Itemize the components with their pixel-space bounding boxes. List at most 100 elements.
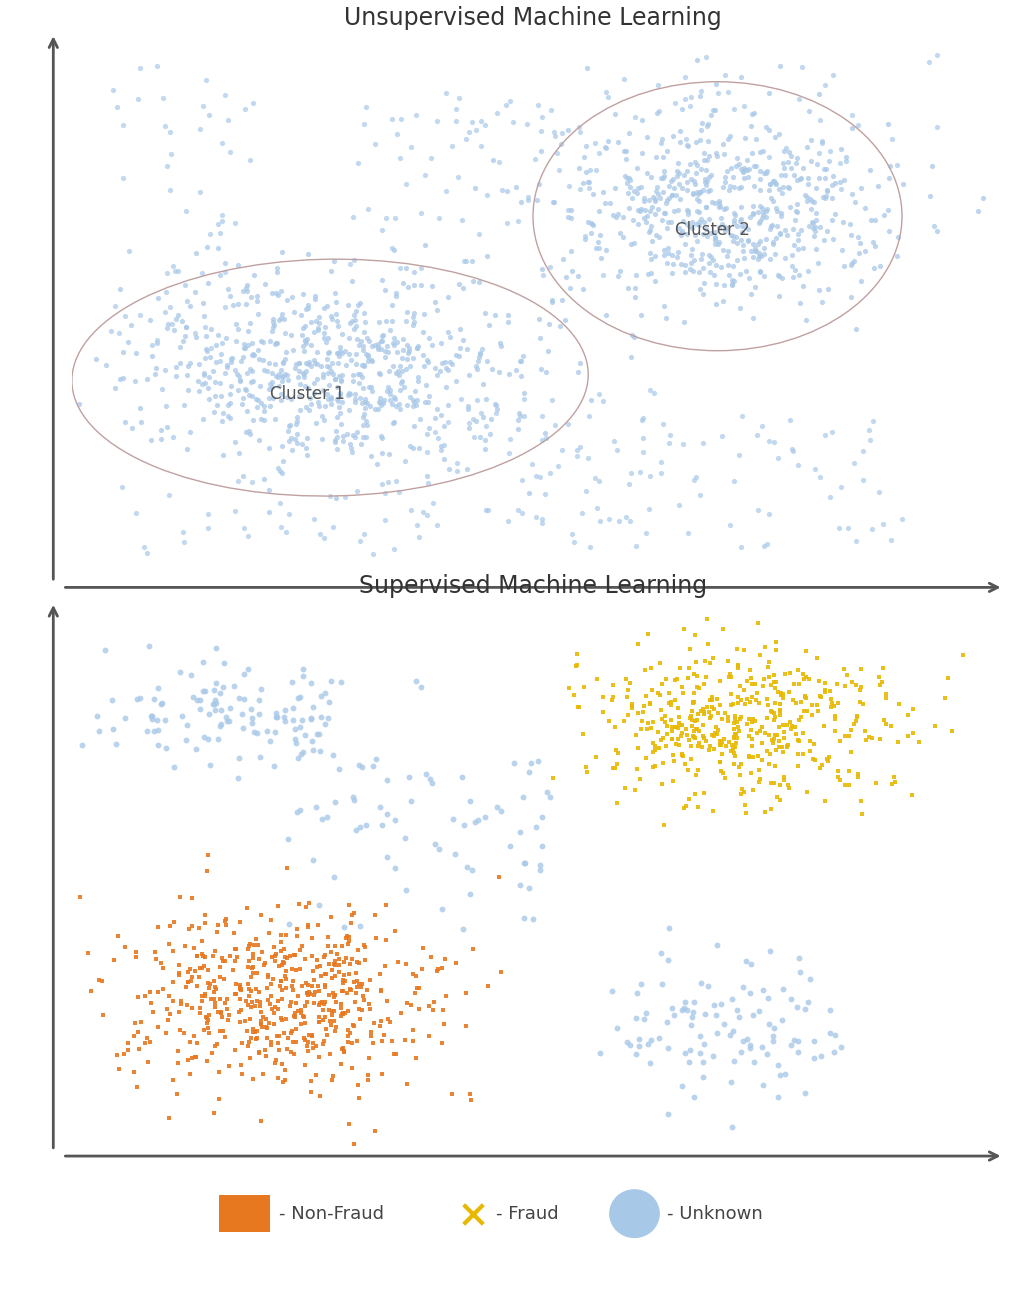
Point — [239, 280, 255, 301]
Point — [480, 975, 496, 996]
Point — [333, 993, 350, 1014]
Point — [294, 317, 311, 338]
Point — [214, 444, 231, 464]
Point — [337, 970, 354, 991]
Point — [270, 1068, 286, 1089]
Point — [637, 659, 653, 680]
Point — [269, 258, 285, 279]
Point — [929, 116, 945, 137]
Point — [682, 708, 698, 729]
Point — [325, 1001, 341, 1022]
Point — [139, 543, 156, 564]
Point — [277, 711, 293, 731]
Point — [791, 264, 808, 285]
Point — [234, 703, 250, 724]
Point — [306, 285, 323, 306]
Point — [904, 784, 920, 805]
Point — [748, 241, 765, 262]
Point — [429, 428, 446, 449]
Point — [230, 255, 246, 276]
Point — [527, 148, 543, 169]
Point — [334, 1037, 351, 1058]
Point — [643, 215, 659, 236]
Point — [853, 791, 869, 811]
Point — [539, 782, 556, 802]
Point — [115, 168, 131, 188]
Point — [295, 1028, 312, 1049]
Point — [363, 446, 379, 467]
Point — [249, 290, 265, 311]
Point — [299, 984, 316, 1005]
Point — [746, 175, 763, 196]
Point — [138, 721, 155, 742]
Point — [669, 668, 686, 689]
Point — [450, 166, 466, 187]
Point — [739, 689, 755, 710]
Point — [200, 845, 216, 866]
Point — [244, 713, 260, 734]
Point — [783, 439, 800, 459]
Point — [580, 406, 597, 427]
Point — [627, 1044, 644, 1064]
Point — [321, 342, 337, 362]
Point — [220, 1055, 237, 1076]
Point — [718, 197, 734, 218]
Point — [305, 383, 322, 404]
Point — [853, 177, 869, 197]
Point — [832, 172, 849, 192]
Point — [776, 219, 792, 240]
Point — [785, 219, 802, 240]
Point — [773, 682, 789, 703]
Point — [781, 178, 797, 199]
Point — [130, 987, 147, 1007]
Point — [673, 178, 690, 199]
Point — [671, 188, 688, 209]
Point — [311, 995, 327, 1015]
Point — [227, 1040, 243, 1060]
Point — [359, 814, 375, 835]
Point — [682, 1040, 698, 1060]
Point — [610, 204, 626, 224]
Point — [687, 624, 703, 645]
Point — [172, 993, 189, 1014]
Point — [572, 179, 588, 200]
Point — [699, 114, 715, 134]
Point — [380, 1009, 397, 1029]
Point — [117, 937, 133, 957]
Point — [297, 397, 314, 418]
Point — [322, 486, 338, 507]
Point — [737, 261, 753, 281]
Point — [153, 694, 169, 715]
Point — [335, 970, 352, 991]
Point — [715, 177, 732, 197]
Point — [284, 958, 300, 979]
Point — [694, 223, 710, 244]
Point — [149, 330, 165, 351]
Point — [213, 386, 230, 406]
Point — [364, 351, 380, 372]
Point — [788, 152, 805, 173]
Point — [784, 267, 801, 288]
Point — [726, 177, 742, 197]
Point — [395, 329, 411, 350]
Point — [929, 45, 945, 66]
Point — [637, 191, 653, 212]
Point — [173, 311, 190, 332]
Point — [767, 693, 783, 713]
Point — [727, 724, 743, 744]
Point — [819, 751, 835, 771]
Point — [277, 1069, 293, 1090]
Point — [584, 184, 601, 205]
Point — [374, 1031, 391, 1051]
Point — [385, 413, 402, 433]
Point — [425, 1000, 442, 1020]
Point — [335, 1004, 352, 1024]
Point — [221, 393, 238, 414]
Point — [213, 1006, 230, 1027]
Point — [203, 319, 219, 339]
Point — [875, 513, 892, 534]
Point — [403, 137, 419, 157]
Point — [149, 55, 165, 76]
Point — [394, 372, 410, 392]
Point — [328, 488, 344, 508]
